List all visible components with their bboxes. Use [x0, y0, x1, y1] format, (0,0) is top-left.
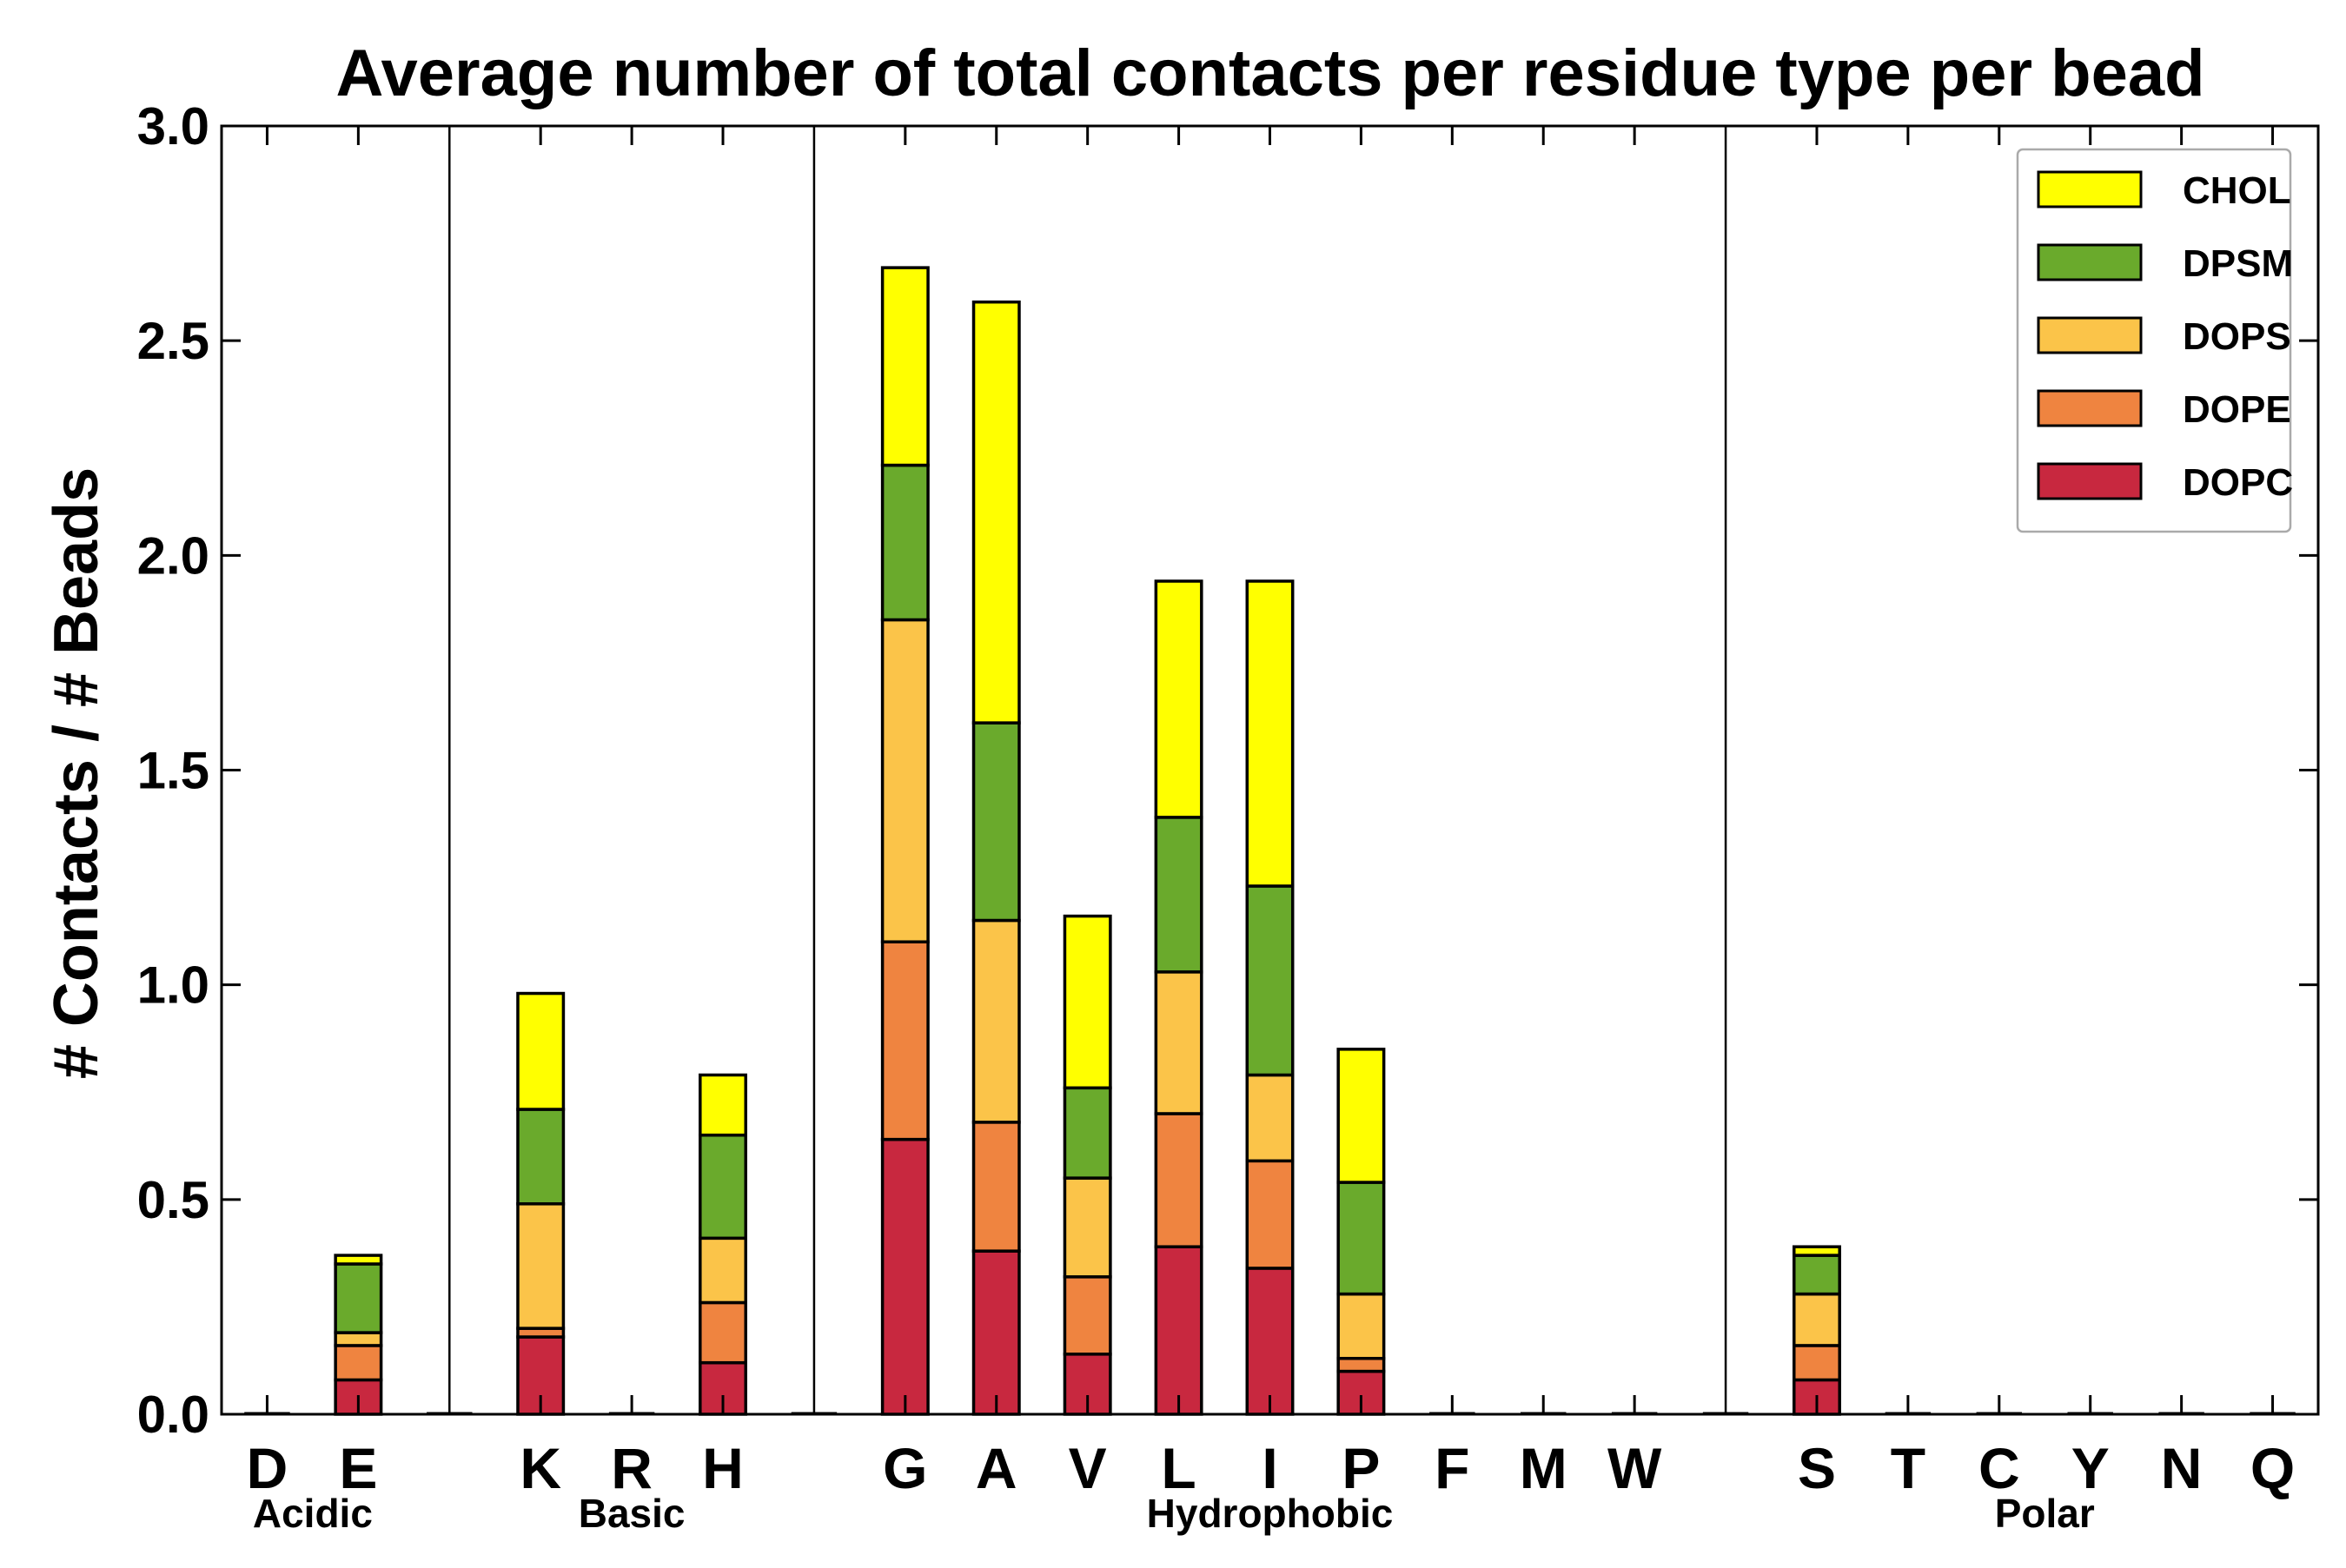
bar-segment-dops-V: [1063, 1176, 1112, 1279]
legend-label-dopc: DOPC: [2183, 461, 2293, 504]
bar-segment-dops-P: [1336, 1292, 1386, 1360]
x-tick-label-D: D: [247, 1436, 288, 1500]
bar-segment-dope-S: [1793, 1344, 1841, 1382]
bar-segment-dpsm-S: [1793, 1254, 1841, 1296]
bar-segment-dops-A: [971, 918, 1021, 1124]
group-label-polar: Polar: [1995, 1491, 2095, 1536]
group-label-basic: Basic: [579, 1491, 686, 1536]
x-tick-label-E: E: [339, 1436, 377, 1500]
bar-segment-chol-K: [516, 991, 566, 1111]
bar-segment-dope-A: [971, 1121, 1021, 1253]
bar-segment-chol-G: [880, 266, 930, 467]
bar-segment-dpsm-E: [334, 1262, 383, 1334]
x-tick-label-K: K: [520, 1436, 561, 1500]
y-tick-label: 2.5: [137, 312, 209, 370]
bar-segment-dopc-I: [1245, 1267, 1295, 1416]
bar-segment-dpsm-I: [1245, 884, 1295, 1077]
legend-label-dpsm: DPSM: [2183, 242, 2293, 285]
x-tick-label-W: W: [1607, 1436, 1662, 1500]
legend-swatch-dopc: [2037, 462, 2143, 500]
bar-segment-dope-G: [880, 940, 930, 1141]
bar-segment-chol-V: [1063, 914, 1112, 1090]
legend-label-dops: DOPS: [2183, 315, 2291, 358]
bar-segment-dpsm-H: [699, 1133, 747, 1241]
x-tick-label-H: H: [702, 1436, 744, 1500]
bar-segment-chol-H: [699, 1073, 747, 1137]
bar-segment-chol-P: [1336, 1048, 1386, 1184]
x-tick-label-A: A: [976, 1436, 1017, 1500]
bar-segment-dope-H: [699, 1300, 747, 1365]
x-tick-label-S: S: [1798, 1436, 1836, 1500]
y-tick-label: 0.5: [137, 1171, 209, 1229]
y-tick-label: 1.0: [137, 956, 209, 1015]
bar-segment-dope-L: [1154, 1112, 1203, 1248]
legend-swatch-dops: [2037, 316, 2143, 354]
x-tick-label-C: C: [1978, 1436, 2020, 1500]
bar-segment-dope-V: [1063, 1275, 1112, 1356]
bar-segment-dops-G: [880, 618, 930, 943]
y-tick-label: 2.0: [137, 526, 209, 585]
bar-segment-chol-S: [1793, 1245, 1841, 1257]
bar-segment-dpsm-G: [880, 463, 930, 622]
legend-swatch-dpsm: [2037, 243, 2143, 281]
y-tick-label: 3.0: [137, 97, 209, 155]
bar-segment-dpsm-L: [1154, 816, 1203, 974]
legend-swatch-chol: [2037, 170, 2143, 208]
x-tick-label-F: F: [1435, 1436, 1469, 1500]
chart-title: Average number of total contacts per res…: [335, 36, 2204, 110]
x-tick-label-L: L: [1161, 1436, 1196, 1500]
y-axis-label: # Contacts / # Beads: [42, 467, 111, 1079]
x-tick-label-T: T: [1891, 1436, 1925, 1500]
x-tick-label-R: R: [611, 1436, 653, 1500]
bar-segment-chol-I: [1245, 579, 1295, 888]
bar-segment-chol-E: [334, 1254, 383, 1266]
bar-segment-dops-H: [699, 1236, 747, 1305]
bar-segment-dope-E: [334, 1344, 383, 1382]
y-tick-label: 0.0: [137, 1386, 209, 1444]
bar-segment-chol-A: [971, 300, 1021, 724]
group-label-hydrophobic: Hydrophobic: [1147, 1491, 1394, 1536]
x-tick-label-V: V: [1069, 1436, 1107, 1500]
bar-segment-chol-L: [1154, 579, 1203, 819]
x-tick-label-P: P: [1342, 1436, 1380, 1500]
x-tick-label-N: N: [2161, 1436, 2203, 1500]
bar-segment-dops-E: [334, 1331, 383, 1347]
bar-segment-dopc-A: [971, 1249, 1021, 1416]
x-tick-label-Q: Q: [2250, 1436, 2295, 1500]
bar-segment-dpsm-K: [516, 1108, 566, 1206]
legend-label-chol: CHOL: [2183, 169, 2291, 212]
bar-segment-dops-L: [1154, 970, 1203, 1115]
bar-segment-dpsm-V: [1063, 1086, 1112, 1180]
bar-segment-dpsm-P: [1336, 1181, 1386, 1296]
bar-segment-dopc-G: [880, 1137, 930, 1416]
legend-swatch-dope: [2037, 389, 2143, 427]
bar-segment-dope-I: [1245, 1159, 1295, 1270]
bar-segment-dpsm-A: [971, 721, 1021, 923]
bar-segment-dopc-L: [1154, 1245, 1203, 1416]
y-tick-label: 1.5: [137, 742, 209, 800]
legend-label-dope: DOPE: [2183, 388, 2291, 431]
bar-segment-dope-P: [1336, 1356, 1386, 1373]
bar-segment-dops-I: [1245, 1073, 1295, 1163]
bar-segment-dops-S: [1793, 1292, 1841, 1347]
group-label-acidic: Acidic: [253, 1491, 373, 1536]
x-tick-label-I: I: [1262, 1436, 1277, 1500]
x-tick-label-M: M: [1520, 1436, 1567, 1500]
x-tick-label-G: G: [883, 1436, 927, 1500]
bar-segment-dops-K: [516, 1202, 566, 1330]
x-tick-label-Y: Y: [2071, 1436, 2110, 1500]
